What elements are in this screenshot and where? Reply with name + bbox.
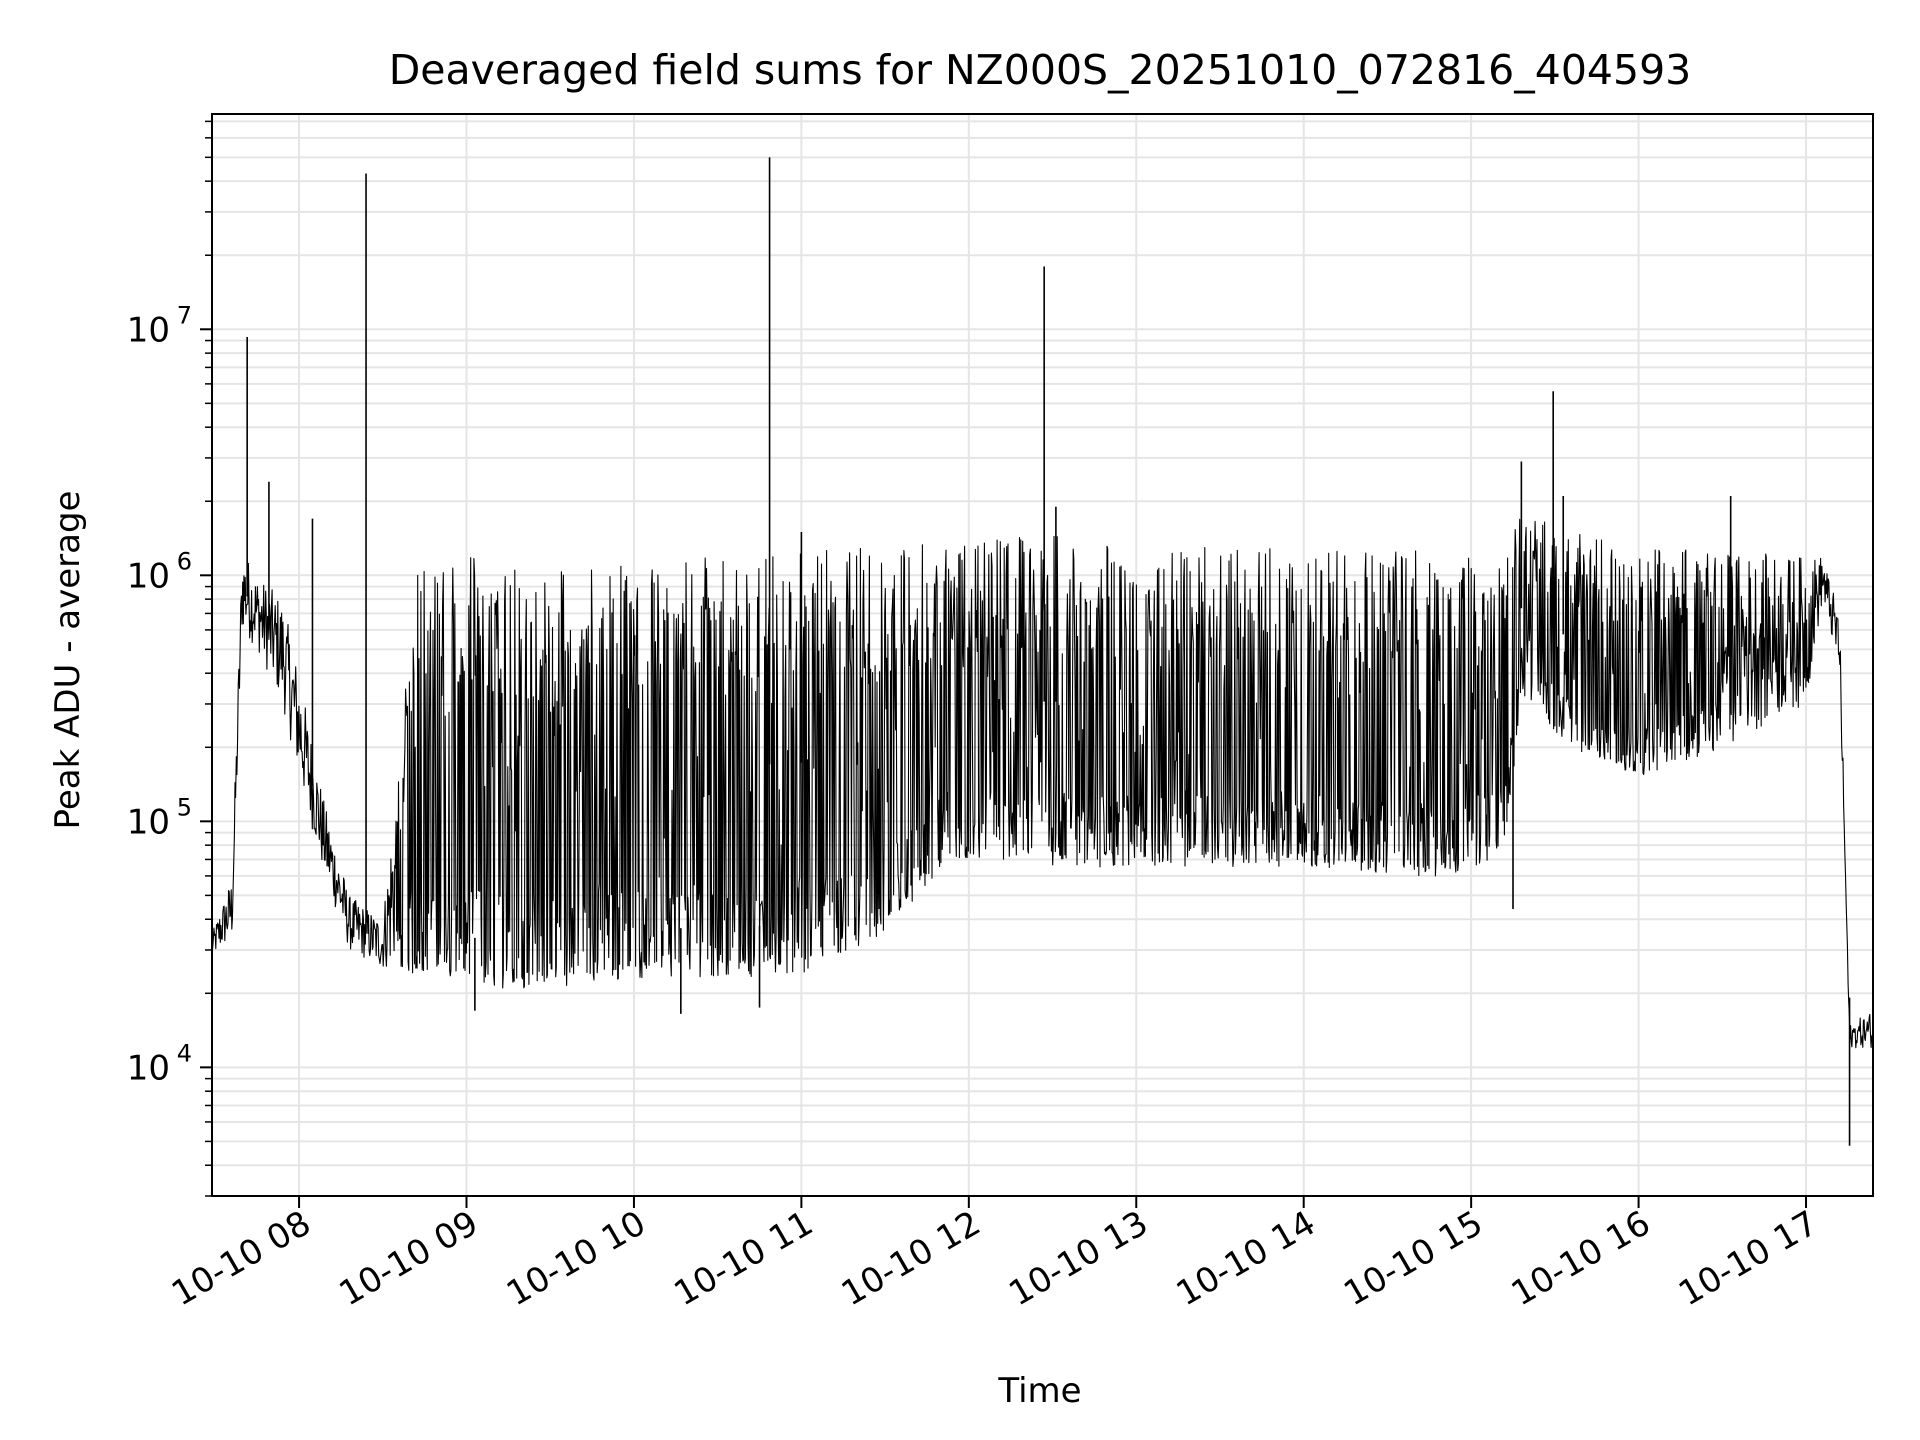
y-tick-exponent: 6 [177, 547, 192, 575]
y-tick-exponent: 4 [177, 1039, 192, 1067]
y-tick-exponent: 5 [177, 793, 192, 821]
y-tick-label: 10 [127, 1048, 170, 1088]
y-tick-label: 10 [127, 556, 170, 596]
y-axis-label: Peak ADU - average [48, 491, 88, 830]
y-tick-label: 10 [127, 802, 170, 842]
y-tick-exponent: 7 [177, 301, 192, 329]
x-axis-label: Time [997, 1371, 1081, 1411]
series-line [212, 157, 1873, 1146]
series-trace [212, 518, 1873, 1049]
y-tick-label: 10 [127, 310, 170, 350]
chart-title: Deaveraged field sums for NZ000S_2025101… [389, 46, 1692, 94]
plot-frame [211, 113, 1874, 1197]
